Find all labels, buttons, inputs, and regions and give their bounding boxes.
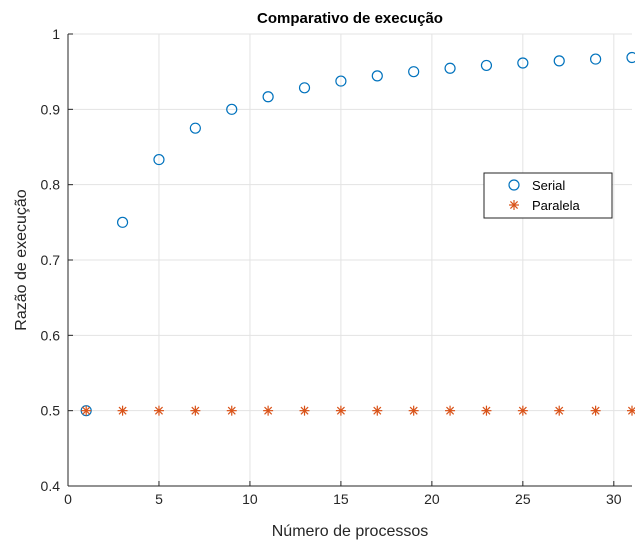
serial-point xyxy=(262,91,274,103)
legend: Serial Paralela xyxy=(483,172,613,219)
legend-label-paralela: Paralela xyxy=(532,198,580,213)
paralela-point xyxy=(481,405,492,416)
paralela-point xyxy=(299,405,310,416)
x-tick-label: 30 xyxy=(606,491,622,507)
serial-point xyxy=(480,59,493,72)
paralela-point xyxy=(190,405,201,416)
paralela-point xyxy=(117,405,128,416)
serial-point xyxy=(408,66,420,78)
legend-box xyxy=(483,172,613,219)
paralela-point xyxy=(445,405,456,416)
paralela-point xyxy=(263,405,274,416)
x-tick-label: 20 xyxy=(424,491,440,507)
legend-circle-marker xyxy=(508,179,520,191)
serial-point xyxy=(116,216,129,228)
legend-label-serial: Serial xyxy=(532,178,565,193)
legend-asterisk-marker xyxy=(509,200,519,210)
serial-point xyxy=(626,51,635,64)
paralela-point xyxy=(81,405,92,416)
y-tick-label: 0.8 xyxy=(41,177,61,193)
serial-point xyxy=(371,70,383,82)
paralela-point xyxy=(408,405,419,416)
serial-point xyxy=(553,55,565,67)
x-tick-label: 5 xyxy=(155,491,163,507)
y-tick-label: 0.5 xyxy=(41,403,61,419)
axes xyxy=(67,33,632,487)
serial-point xyxy=(226,103,238,115)
serial-point xyxy=(444,62,456,74)
serial-point xyxy=(335,75,347,87)
chart-title: Comparativo de execução xyxy=(257,10,443,27)
y-tick-label: 0.4 xyxy=(41,478,61,494)
y-tick-label: 0.9 xyxy=(41,101,61,117)
y-tick-label: 1 xyxy=(52,26,60,42)
paralela-point xyxy=(335,405,346,416)
data-marks xyxy=(80,51,635,417)
x-tick-labels: 0 5 10 15 20 25 30 xyxy=(64,491,622,507)
paralela-point xyxy=(554,405,565,416)
paralela-point xyxy=(372,405,383,416)
legend-marker-serial xyxy=(508,179,520,191)
serial-point xyxy=(153,153,165,166)
x-tick-label: 15 xyxy=(333,491,349,507)
paralela-point xyxy=(517,405,528,416)
y-tick-label: 0.6 xyxy=(41,327,61,343)
legend-marker-paralela xyxy=(509,200,519,210)
x-tick-label: 0 xyxy=(64,491,72,507)
x-tick-label: 10 xyxy=(242,491,258,507)
serial-point xyxy=(298,82,311,94)
y-tick-labels: 0.4 0.5 0.6 0.7 0.8 0.9 1 xyxy=(41,26,61,494)
paralela-point xyxy=(226,405,237,416)
serial-point xyxy=(189,122,201,134)
x-tick-label: 25 xyxy=(515,491,531,507)
y-axis-label: Razão de execução xyxy=(13,189,30,331)
y-tick-label: 0.7 xyxy=(41,252,61,268)
paralela-point xyxy=(153,405,164,416)
x-axis-label: Número de processos xyxy=(272,523,429,540)
paralela-point xyxy=(627,405,635,416)
serial-point xyxy=(590,53,602,65)
serial-point xyxy=(517,57,529,69)
paralela-point xyxy=(590,405,601,416)
